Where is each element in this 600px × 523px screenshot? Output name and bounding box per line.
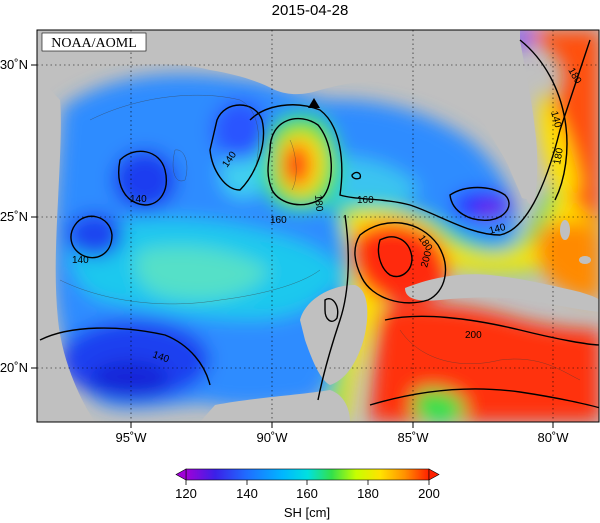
source-label: NOAA/AOML xyxy=(51,36,137,51)
lon-tick-label: 90˚W xyxy=(256,430,288,445)
lat-tick-label: 20˚N xyxy=(0,360,28,375)
contour-label: 140 xyxy=(548,110,563,129)
contour-label: 160 xyxy=(270,215,287,226)
contour-label: 180 xyxy=(312,194,324,212)
tick-marks xyxy=(31,64,554,428)
colorbar: 120 140 160 180 200 SH [cm] xyxy=(175,468,440,520)
colorbar-tick-label: 120 xyxy=(175,486,197,501)
contour-label: 140 xyxy=(130,194,147,205)
source-label-box xyxy=(41,32,147,52)
colorbar-gradient xyxy=(185,468,430,481)
contour-lines xyxy=(39,39,599,409)
graticule xyxy=(37,30,599,422)
map-border xyxy=(36,29,600,423)
colorbar-tick-label: 140 xyxy=(236,486,258,501)
colorbar-min-arrow xyxy=(175,468,187,481)
triangle-marker xyxy=(308,98,320,108)
colorbar-max-arrow xyxy=(428,468,440,481)
contour-label: 200 xyxy=(465,330,482,341)
lat-tick-label: 30˚N xyxy=(0,57,28,72)
contour-label: 140 xyxy=(488,222,507,237)
map-title: 2015-04-28 xyxy=(272,2,349,19)
contour-label: 180 xyxy=(552,147,566,166)
contour-label: 140 xyxy=(72,255,89,266)
colorbar-title: SH [cm] xyxy=(284,505,330,520)
contour-label: 160 xyxy=(357,195,374,206)
lon-tick-label: 85˚W xyxy=(397,430,429,445)
contour-label: 200 xyxy=(419,249,434,268)
colorbar-tick-label: 160 xyxy=(296,486,318,501)
lon-tick-label: 80˚W xyxy=(537,430,569,445)
lon-tick-label: 95˚W xyxy=(115,430,147,445)
lat-tick-label: 25˚N xyxy=(0,209,28,224)
colorbar-tick-label: 200 xyxy=(418,486,440,501)
colorbar-tick-label: 180 xyxy=(357,486,379,501)
